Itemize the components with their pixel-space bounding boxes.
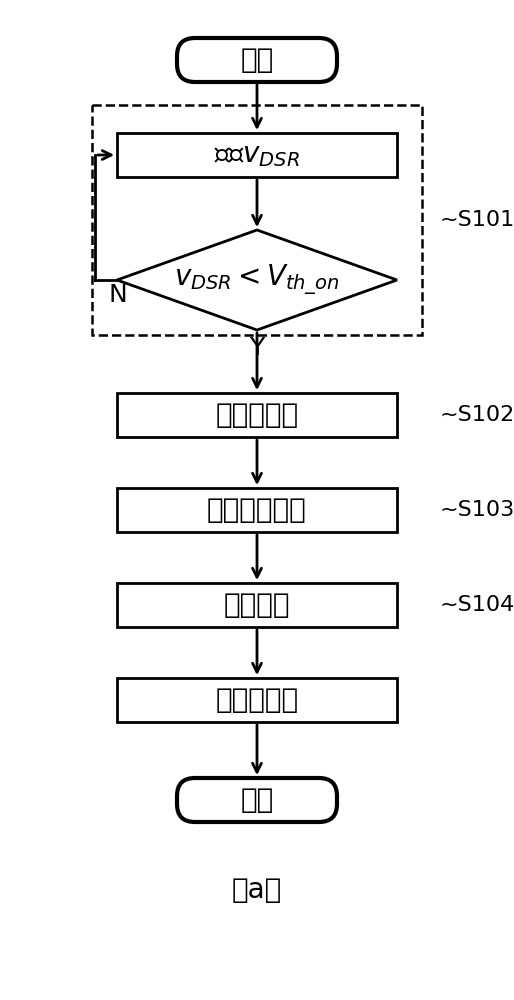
Bar — [117, 678, 397, 722]
Polygon shape — [117, 230, 397, 330]
FancyBboxPatch shape — [177, 778, 337, 822]
Text: Y: Y — [249, 336, 265, 360]
Text: $v_{DSR}<V_{th\_on}$: $v_{DSR}<V_{th\_on}$ — [174, 263, 340, 297]
Text: ~S103: ~S103 — [440, 500, 514, 520]
Text: N: N — [108, 283, 127, 307]
Text: 开始: 开始 — [241, 46, 273, 74]
FancyBboxPatch shape — [177, 38, 337, 82]
Bar — [117, 133, 397, 177]
Text: 输出高电平: 输出高电平 — [215, 686, 299, 714]
Text: 上拉输出: 上拉输出 — [224, 591, 290, 619]
Text: ~S102: ~S102 — [440, 405, 514, 425]
Text: ~S101: ~S101 — [440, 210, 514, 230]
Text: 建立上拉电流: 建立上拉电流 — [207, 496, 307, 524]
Bar — [117, 393, 397, 437]
Text: 结束: 结束 — [241, 786, 273, 814]
Text: 清下拉锁存: 清下拉锁存 — [215, 401, 299, 429]
Bar — [117, 583, 397, 627]
Text: （a）: （a） — [232, 876, 282, 904]
Text: 检测$v_{DSR}$: 检测$v_{DSR}$ — [214, 141, 300, 169]
Text: ~S104: ~S104 — [440, 595, 514, 615]
Bar — [117, 488, 397, 532]
Bar — [92, 105, 422, 335]
